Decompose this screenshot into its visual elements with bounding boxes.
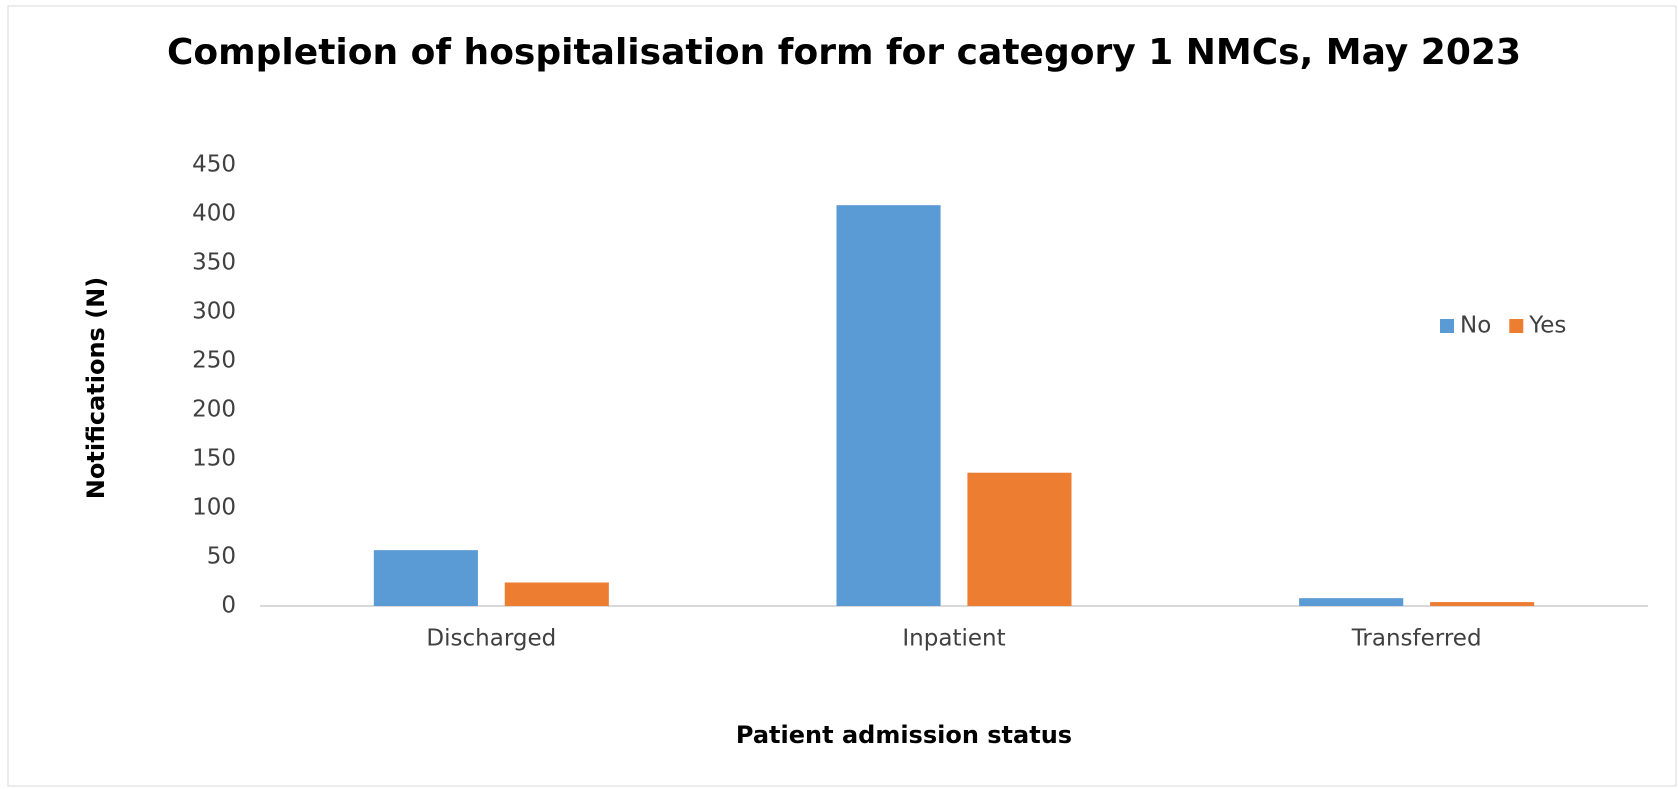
legend-swatch bbox=[1440, 319, 1454, 333]
legend-label: Yes bbox=[1528, 313, 1566, 339]
y-tick-label: 200 bbox=[192, 397, 236, 423]
bar bbox=[836, 205, 941, 606]
bar bbox=[967, 472, 1072, 606]
legend-label: No bbox=[1460, 313, 1491, 339]
bar bbox=[373, 550, 478, 606]
bar bbox=[1430, 602, 1535, 606]
y-tick-label: 350 bbox=[192, 250, 236, 276]
y-tick-label: 250 bbox=[192, 348, 236, 374]
y-tick-label: 0 bbox=[221, 593, 236, 619]
x-tick-label: Transferred bbox=[1351, 626, 1482, 652]
y-tick-label: 150 bbox=[192, 446, 236, 472]
bar bbox=[504, 582, 609, 606]
y-tick-label: 450 bbox=[192, 152, 236, 178]
legend-swatch bbox=[1509, 319, 1524, 333]
y-axis-title: Notifications (N) bbox=[82, 277, 110, 499]
y-tick-label: 100 bbox=[192, 495, 236, 521]
y-tick-label: 50 bbox=[207, 544, 236, 570]
bar bbox=[1299, 598, 1404, 606]
x-axis-title: Patient admission status bbox=[736, 721, 1072, 749]
chart-title: Completion of hospitalisation form for c… bbox=[167, 32, 1521, 73]
y-tick-label: 300 bbox=[192, 299, 236, 325]
x-tick-label: Discharged bbox=[426, 626, 556, 652]
x-tick-label: Inpatient bbox=[902, 626, 1005, 652]
y-tick-label: 400 bbox=[192, 201, 236, 227]
